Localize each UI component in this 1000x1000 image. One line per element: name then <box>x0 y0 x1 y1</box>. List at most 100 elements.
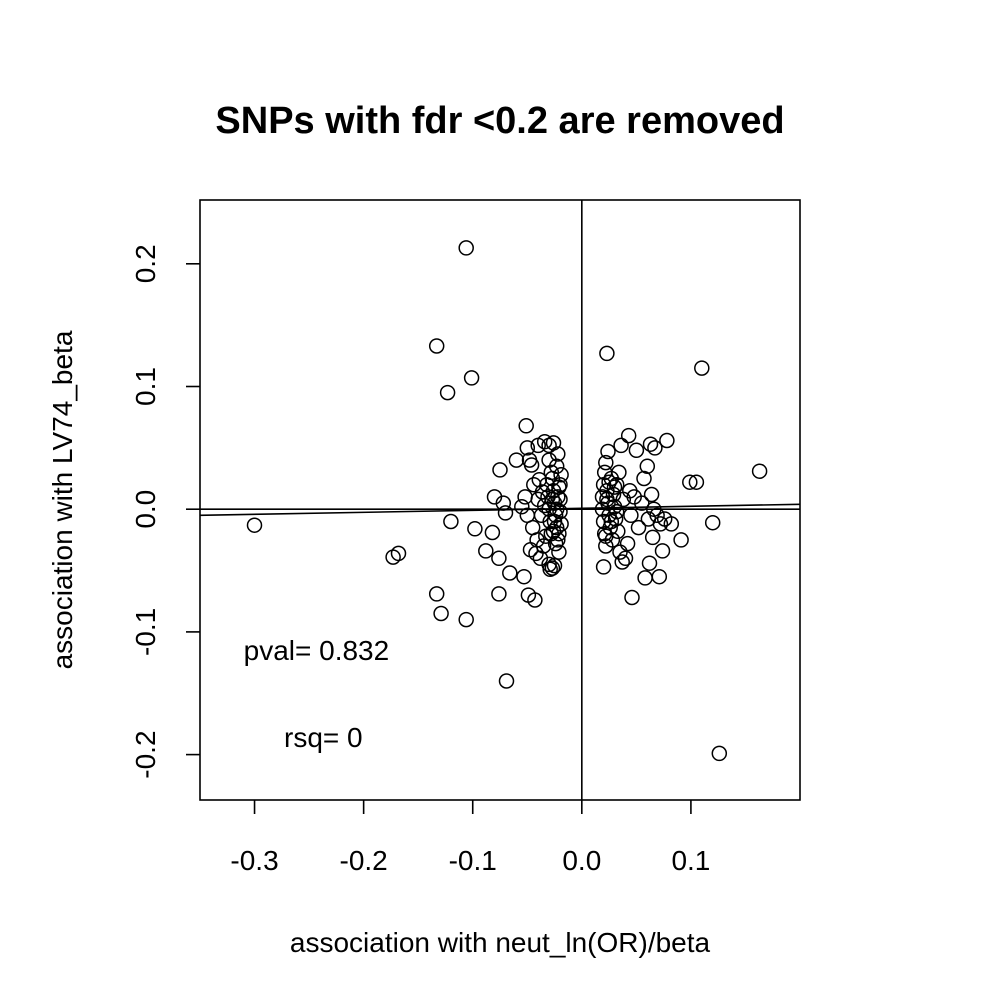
plot-frame <box>199 199 801 801</box>
data-point <box>536 433 553 450</box>
data-point <box>643 486 660 503</box>
data-point <box>654 543 671 559</box>
data-point <box>682 474 698 490</box>
data-point <box>246 517 263 533</box>
data-point <box>634 495 650 511</box>
rsq-annotation: rsq= 0 <box>284 722 363 753</box>
data-point <box>478 543 494 559</box>
data-point <box>492 462 508 478</box>
data-point <box>611 464 627 481</box>
data-point <box>551 544 567 560</box>
data-point <box>659 432 675 449</box>
data-point <box>542 561 558 578</box>
data-point <box>614 554 630 570</box>
data-point <box>636 470 652 487</box>
data-point <box>673 532 689 548</box>
data-point <box>613 437 629 454</box>
data-point <box>547 535 564 552</box>
data-point <box>517 489 533 505</box>
data-point <box>649 507 665 524</box>
data-point <box>711 745 728 762</box>
data-point <box>623 507 639 524</box>
y-tick-label: 0.1 <box>130 367 161 406</box>
data-point <box>458 611 474 628</box>
data-points <box>246 240 768 762</box>
y-tick-label: -0.1 <box>130 608 161 656</box>
data-point <box>550 532 566 548</box>
data-point <box>630 519 647 536</box>
data-point <box>595 559 612 575</box>
data-point <box>433 605 449 622</box>
x-tick-label: 0.0 <box>562 845 601 876</box>
data-point <box>602 519 618 536</box>
data-point <box>619 535 636 552</box>
x-tick-label: -0.2 <box>340 845 388 876</box>
data-point <box>491 586 507 602</box>
chart-title: SNPs with fdr <0.2 are removed <box>215 100 784 142</box>
data-point <box>439 384 456 401</box>
data-point <box>428 338 445 354</box>
data-point <box>529 532 545 548</box>
data-point <box>518 418 534 434</box>
data-point <box>620 427 637 444</box>
data-point <box>642 436 659 452</box>
data-point <box>599 491 615 508</box>
data-point <box>544 560 561 576</box>
data-point <box>548 458 565 475</box>
data-point <box>601 474 617 490</box>
x-axis: -0.3 -0.2 -0.1 0.0 0.1 <box>230 800 710 876</box>
data-point <box>608 476 625 493</box>
data-point <box>637 570 653 586</box>
data-point <box>652 516 669 532</box>
data-point <box>545 435 562 451</box>
data-point <box>598 454 614 471</box>
y-axis-label: association with LV74_beta <box>47 330 78 669</box>
data-point <box>548 519 565 536</box>
data-point <box>531 472 548 488</box>
data-point <box>546 557 563 574</box>
data-point <box>612 544 628 560</box>
data-point <box>516 568 532 585</box>
data-point <box>497 505 514 521</box>
data-point <box>641 555 658 571</box>
data-point <box>607 511 624 527</box>
data-point <box>463 370 480 386</box>
y-tick-label: -0.2 <box>130 730 161 778</box>
data-point <box>428 586 445 602</box>
data-point <box>527 592 543 608</box>
y-tick-label: 0.0 <box>130 490 161 529</box>
data-point <box>624 589 640 606</box>
data-point <box>551 525 567 542</box>
data-point <box>552 476 568 493</box>
data-point <box>598 528 614 544</box>
x-tick-label: -0.3 <box>230 845 278 876</box>
data-point <box>694 360 710 376</box>
y-tick-label: 0.2 <box>130 244 161 283</box>
data-point <box>467 521 483 537</box>
data-point <box>600 443 616 460</box>
data-point <box>443 513 459 530</box>
data-point <box>498 673 515 689</box>
data-point <box>536 497 553 514</box>
data-point <box>663 516 680 532</box>
x-axis-label: association with neut_ln(OR)/beta <box>290 927 711 958</box>
data-point <box>514 498 530 515</box>
data-point <box>552 503 568 520</box>
data-point <box>553 467 569 483</box>
x-tick-label: -0.1 <box>449 845 497 876</box>
data-point <box>603 513 620 530</box>
data-point <box>523 457 540 473</box>
data-point <box>544 491 561 508</box>
y-axis: -0.2 -0.1 0.0 0.1 0.2 <box>130 244 200 779</box>
data-point <box>751 463 768 479</box>
data-point <box>606 479 623 495</box>
data-point <box>608 503 625 520</box>
data-point <box>651 568 668 585</box>
data-point <box>519 507 536 524</box>
data-point <box>390 545 407 562</box>
data-point <box>688 474 705 490</box>
data-point <box>519 440 536 456</box>
pval-annotation: pval= 0.832 <box>244 635 390 666</box>
data-point <box>628 442 645 459</box>
